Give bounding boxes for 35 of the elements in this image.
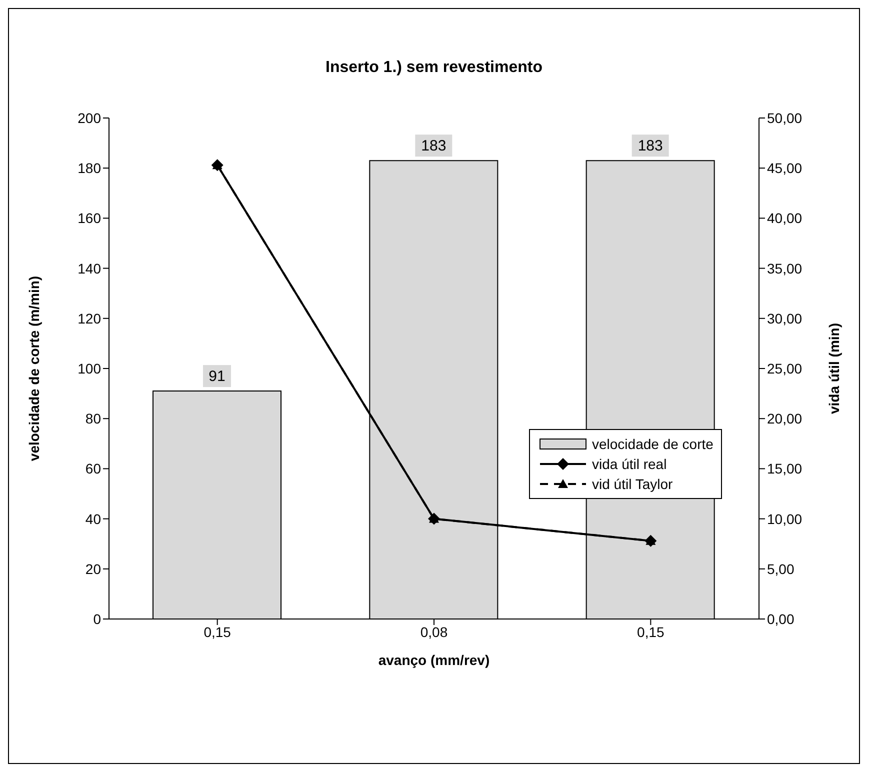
data-label: 183 xyxy=(421,138,446,155)
y-tick-label: 60 xyxy=(85,460,102,477)
y2-tick-label: 50,00 xyxy=(767,110,802,126)
y2-axis-title: vida útil (min) xyxy=(826,323,842,414)
y2-tick-label: 10,00 xyxy=(767,510,802,527)
y-axis-title: velocidade de corte (m/min) xyxy=(26,276,42,462)
y2-tick-label: 15,00 xyxy=(767,460,802,477)
y2-tick-label: 25,00 xyxy=(767,360,802,376)
y2-tick-label: 35,00 xyxy=(767,260,802,276)
x-tick-label: 0,08 xyxy=(420,624,448,640)
y2-tick-label: 30,00 xyxy=(767,310,802,326)
y-tick-label: 20 xyxy=(85,560,102,577)
y-tick-label: 140 xyxy=(78,260,102,276)
chart-title: Inserto 1.) sem revestimento xyxy=(324,59,544,77)
x-axis-title: avanço (mm/rev) xyxy=(378,652,490,668)
legend-label: vida útil real xyxy=(592,455,667,474)
x-tick-label: 0,15 xyxy=(637,624,665,640)
y-tick-label: 40 xyxy=(85,510,102,527)
legend-label: vid útil Taylor xyxy=(592,475,673,494)
y2-tick-label: 40,00 xyxy=(767,210,802,226)
y-tick-label: 0 xyxy=(93,611,102,627)
data-label: 91 xyxy=(208,368,226,386)
y-tick-label: 160 xyxy=(78,210,102,226)
y2-tick-label: 0,00 xyxy=(767,610,794,627)
data-label: 183 xyxy=(638,138,663,155)
y-tick-label: 80 xyxy=(85,410,102,427)
legend-label: velocidade de corte xyxy=(592,435,714,454)
y2-tick-label: 5,00 xyxy=(767,560,794,577)
y2-tick-label: 45,00 xyxy=(767,160,802,176)
y-tick-label: 120 xyxy=(78,310,102,326)
y2-tick-label: 20,00 xyxy=(767,410,802,427)
x-tick-label: 0,15 xyxy=(204,624,232,640)
y-tick-label: 100 xyxy=(78,360,102,376)
y-tick-label: 200 xyxy=(78,110,102,126)
y-tick-label: 180 xyxy=(78,160,102,176)
